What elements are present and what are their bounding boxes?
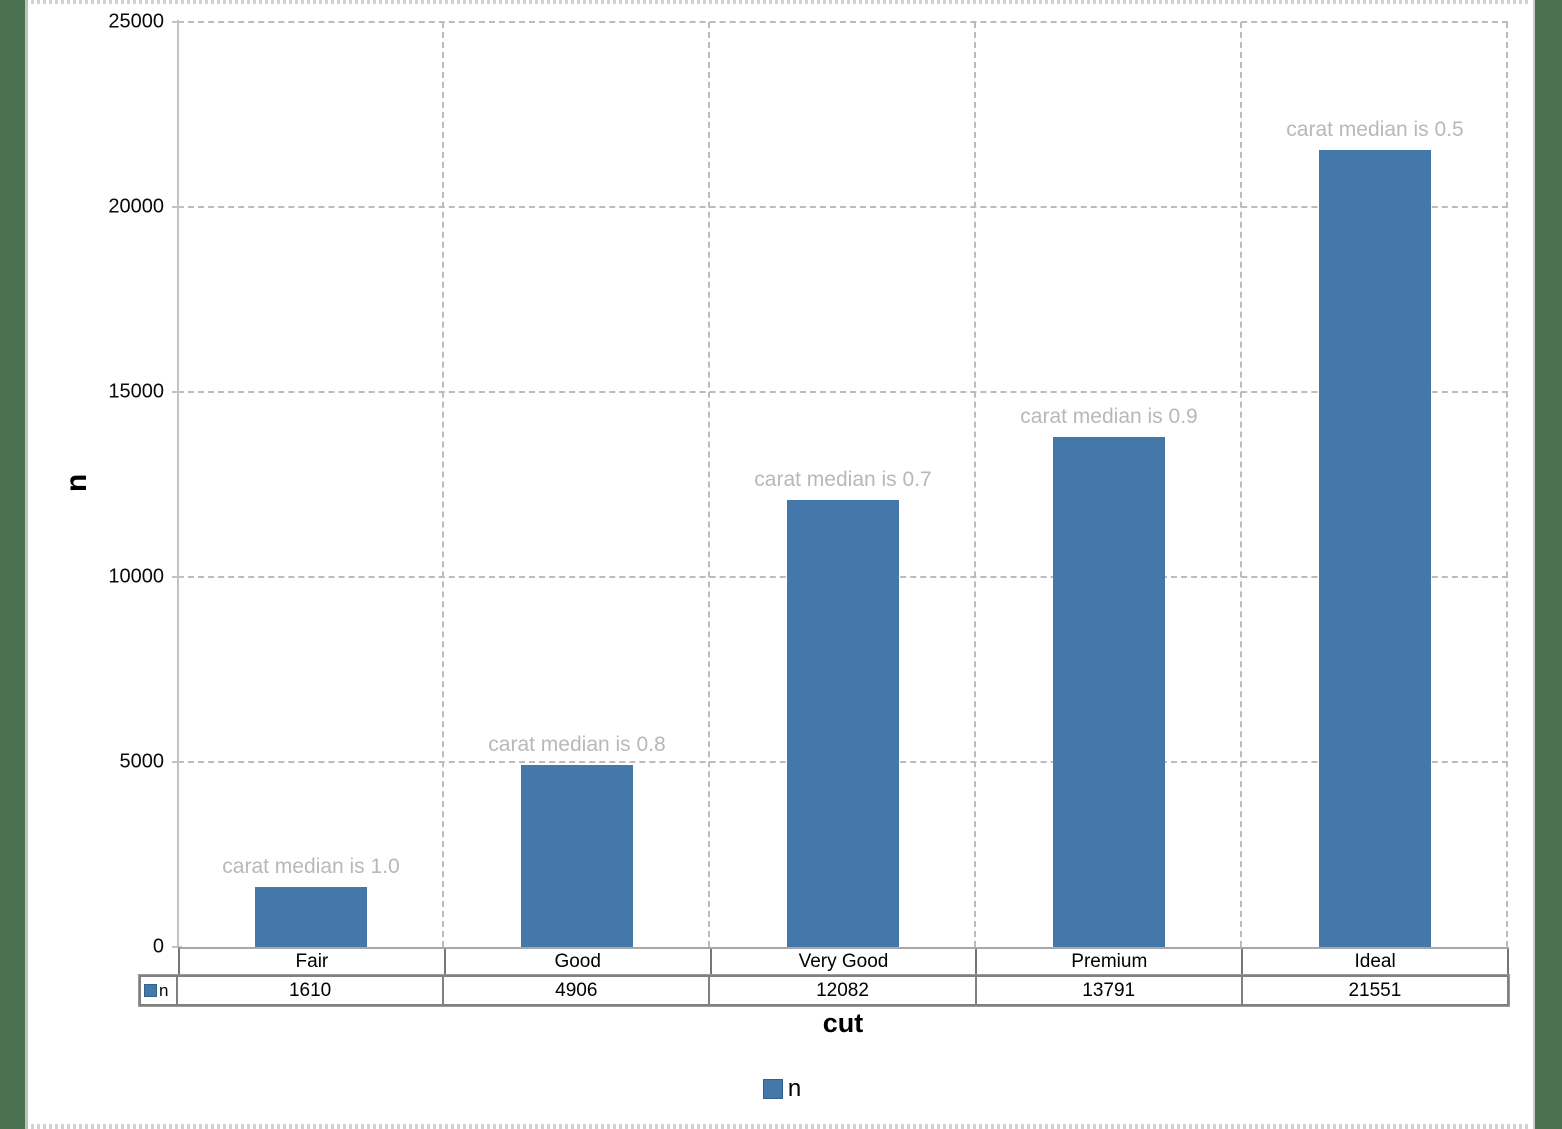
gridline-vertical-5 [1506,22,1508,947]
data-table-value-good: 4906 [444,977,711,1004]
annotation-premium: carat median is 0.9 [1020,404,1198,428]
x-axis-category-row: Fair Good Very Good Premium Ideal [178,947,1509,975]
data-table-value-ideal: 21551 [1348,979,1402,1001]
y-tick-mark-10000 [172,576,182,578]
legend-swatch-icon [762,1079,783,1099]
y-axis-line [177,20,179,947]
y-tick-label-25000: 25000 [108,10,164,33]
bar-good[interactable] [521,765,633,947]
category-cell-very-good: Very Good [712,949,978,975]
y-tick-mark-25000 [172,21,182,23]
window-edge-right [1533,0,1562,1129]
legend[interactable]: n [31,1075,1533,1102]
data-table-row: n 1610 4906 12082 13791 21551 [138,974,1510,1007]
series-n-swatch-icon [144,984,157,997]
window-border-bottom [31,1124,1531,1129]
window-edge-left [0,0,28,1129]
annotation-ideal: carat median is 0.5 [1286,117,1464,141]
y-tick-mark-15000 [172,391,182,393]
y-tick-label-10000: 10000 [108,565,164,588]
data-table-value-premium: 13791 [977,977,1243,1004]
y-axis-tick-labels: 0 5000 10000 15000 20000 25000 [60,11,165,958]
category-cell-premium: Premium [977,949,1244,975]
gridline-vertical-3 [974,22,976,947]
gridline-vertical-4 [1240,22,1242,947]
y-tick-mark-0 [172,946,182,948]
y-tick-mark-20000 [172,206,182,208]
window-border-top [31,0,1531,4]
legend-label: n [787,1075,802,1102]
category-cell-good: Good [446,949,712,975]
y-tick-label-0: 0 [152,935,164,958]
gridline-vertical-1 [442,22,444,947]
category-cell-fair: Fair [180,949,446,975]
bar-fair[interactable] [255,887,367,947]
data-table-value-fair: 1610 [178,977,445,1004]
y-tick-label-15000: 15000 [108,380,164,403]
x-axis-title: cut [822,1008,864,1038]
data-table-value-very-good: 12082 [710,977,977,1004]
annotation-very-good: carat median is 0.7 [754,467,932,491]
y-tick-mark-5000 [172,761,182,763]
y-tick-label-5000: 5000 [119,750,165,773]
gridline-horizontal-25000 [178,21,1508,23]
bar-ideal[interactable] [1319,149,1431,947]
data-table-row-header: n [159,980,169,1000]
gridline-vertical-2 [708,22,710,947]
bar-very-good[interactable] [787,499,899,947]
gridline-horizontal-15000 [178,391,1508,393]
bar-premium[interactable] [1053,436,1165,947]
annotation-good: carat median is 0.8 [488,733,666,757]
annotation-fair: carat median is 1.0 [222,855,400,879]
plot-area: carat median is 1.0 carat median is 0.8 ca… [172,21,1508,948]
data-table-legend-key-cell: n [141,977,178,1004]
y-tick-label-20000: 20000 [108,195,164,218]
category-cell-ideal: Ideal [1243,949,1509,975]
gridline-horizontal-20000 [178,206,1508,208]
